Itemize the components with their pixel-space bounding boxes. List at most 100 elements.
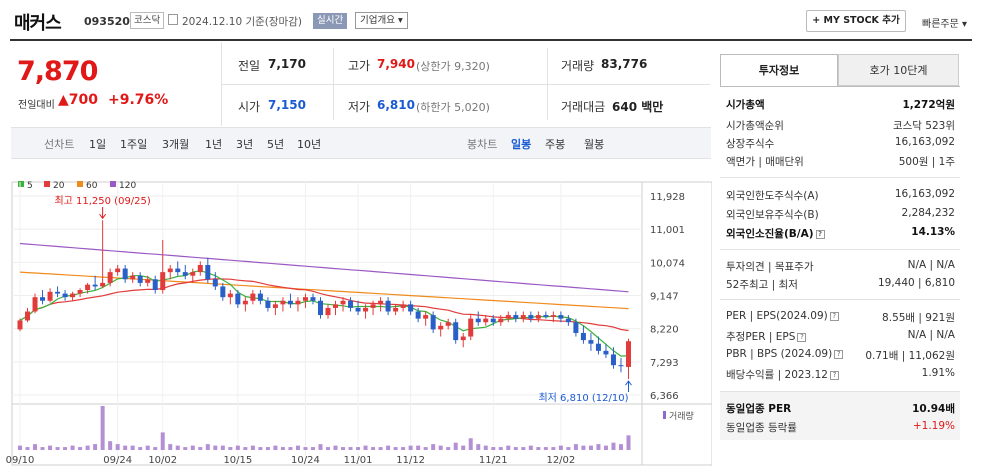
period-1d[interactable]: 1일 bbox=[89, 138, 107, 151]
help-icon[interactable]: ? bbox=[815, 229, 825, 239]
quick-order-dropdown[interactable]: 빠른주문 ▾ bbox=[922, 19, 967, 30]
volume-bar bbox=[108, 441, 113, 450]
candle-body bbox=[400, 304, 406, 308]
volume-bar bbox=[258, 447, 263, 450]
candle-weekly[interactable]: 주봉 bbox=[545, 138, 566, 151]
tab-invest-info[interactable]: 투자정보 bbox=[720, 54, 838, 86]
volume-bar bbox=[611, 442, 616, 450]
candle-daily[interactable]: 일봉 bbox=[511, 138, 532, 151]
amount-value: 640 백만 bbox=[612, 100, 664, 114]
my-stock-add-button[interactable]: + MY STOCK 추가 bbox=[806, 10, 906, 32]
volume-bar bbox=[446, 447, 451, 450]
volume-bar bbox=[303, 447, 308, 450]
volume-bar bbox=[326, 447, 330, 450]
candle-body bbox=[543, 315, 549, 317]
w52-row: 52주최고 | 최저 19,440 | 6,810 bbox=[726, 277, 955, 293]
corp-info-dropdown[interactable]: 기업개요 ▾ bbox=[355, 12, 408, 29]
candle-body bbox=[197, 264, 203, 273]
candle-body bbox=[468, 318, 474, 337]
tab-underline bbox=[720, 86, 960, 87]
candle-body bbox=[55, 291, 61, 294]
period-10y[interactable]: 10년 bbox=[297, 138, 322, 151]
candle-body bbox=[220, 286, 226, 298]
price-chart[interactable]: 5 20 60 120 11,928 11,001 10,074 9,147 8,220 7,29… bbox=[0, 170, 712, 474]
min-price-label: 최저 6,810 (12/10) bbox=[538, 392, 628, 404]
low-label: 저가 bbox=[348, 100, 371, 114]
max-arrow-icon bbox=[99, 207, 107, 220]
candle-body bbox=[490, 318, 496, 323]
period-1y[interactable]: 1년 bbox=[205, 138, 223, 151]
volume-bar bbox=[183, 447, 188, 450]
candle-body bbox=[408, 304, 414, 312]
volume-bar bbox=[295, 445, 300, 450]
candle-body bbox=[483, 318, 489, 323]
dividend-label: 배당수익률 | 2023.12 bbox=[726, 369, 828, 381]
volume-bar bbox=[626, 435, 631, 450]
period-5y[interactable]: 5년 bbox=[267, 138, 285, 151]
candle-body bbox=[325, 307, 331, 316]
volume-bar bbox=[198, 447, 203, 450]
foreign-hold-value: 2,284,232 bbox=[901, 207, 955, 219]
candle-body bbox=[25, 311, 31, 321]
volume-bar bbox=[356, 447, 361, 450]
x-tick-label: 10/02 bbox=[148, 455, 177, 466]
rank-value: 코스닥 523위 bbox=[892, 120, 955, 132]
change-label: 전일대비 bbox=[18, 100, 55, 111]
volume-legend-swatch bbox=[663, 411, 666, 419]
help-icon[interactable]: ? bbox=[829, 311, 839, 321]
period-3m[interactable]: 3개월 bbox=[162, 138, 190, 151]
volume-bar bbox=[566, 447, 571, 450]
divider bbox=[222, 84, 710, 85]
volume-bar bbox=[438, 445, 443, 450]
market-cap-value: 1,272억원 bbox=[902, 99, 955, 111]
realtime-button[interactable]: 실시간 bbox=[313, 13, 348, 29]
candle-body bbox=[272, 304, 278, 308]
candle-body bbox=[17, 320, 23, 330]
help-icon[interactable]: ? bbox=[834, 349, 844, 359]
candle-body bbox=[175, 268, 181, 273]
industry-change-row[interactable]: 동일업종 등락률 +1.19% bbox=[726, 420, 955, 436]
foreign-hold-row: 외국인보유주식수(B) 2,284,232 bbox=[726, 207, 955, 223]
x-tick-label: 09/24 bbox=[103, 455, 132, 466]
rank-row[interactable]: 시가총액순위 코스닥 523위 bbox=[726, 118, 955, 134]
volume-bar bbox=[596, 444, 601, 450]
foreign-limit-label: 외국인한도주식수(A) bbox=[726, 190, 819, 202]
candle-body bbox=[378, 300, 384, 305]
help-icon[interactable]: ? bbox=[829, 370, 839, 380]
candle-body bbox=[370, 304, 376, 308]
candle-body bbox=[580, 332, 586, 341]
volume-bar bbox=[100, 406, 105, 450]
candle-body bbox=[430, 315, 436, 330]
calendar-icon bbox=[168, 14, 178, 25]
opinion-label: 투자의견 | 목표주가 bbox=[726, 261, 814, 273]
dividend-value: 1.91% bbox=[921, 367, 955, 379]
opinion-row: 투자의견 | 목표주가 N/A | N/A bbox=[726, 259, 955, 275]
candle-body bbox=[62, 293, 68, 298]
par-value: 500원 | 1주 bbox=[898, 156, 955, 168]
volume-bar bbox=[461, 445, 466, 450]
candle-body bbox=[385, 300, 391, 312]
tab-orderbook[interactable]: 호가 10단계 bbox=[838, 54, 959, 86]
volume-bar bbox=[228, 447, 233, 450]
candle-monthly[interactable]: 월봉 bbox=[584, 138, 605, 151]
industry-change-label: 동일업종 등락률 bbox=[726, 422, 797, 434]
period-3y[interactable]: 3년 bbox=[236, 138, 254, 151]
period-1w[interactable]: 1주일 bbox=[120, 138, 148, 151]
volume-bar bbox=[205, 444, 210, 450]
volume-bar bbox=[280, 447, 285, 450]
help-icon[interactable]: ? bbox=[797, 332, 807, 342]
candle-body bbox=[77, 290, 83, 294]
ma20-line bbox=[19, 278, 629, 332]
industry-per-row[interactable]: 동일업종 PER 10.94배 bbox=[726, 401, 955, 417]
line-chart-label: 선차트 bbox=[44, 138, 75, 151]
volume-bar bbox=[513, 447, 518, 450]
volume-bar bbox=[431, 444, 436, 450]
max-price-label: 최고 11,250 (09/25) bbox=[54, 195, 150, 207]
opinion-value: N/A | N/A bbox=[907, 259, 955, 271]
candle-body bbox=[453, 322, 459, 341]
volume-bar bbox=[401, 447, 406, 450]
volume-bar bbox=[190, 445, 195, 450]
volume-bar bbox=[468, 438, 473, 450]
pbr-row: PBR | BPS (2024.09)? 0.71배 | 11,062원 bbox=[726, 348, 955, 364]
volume-bar bbox=[573, 444, 578, 450]
